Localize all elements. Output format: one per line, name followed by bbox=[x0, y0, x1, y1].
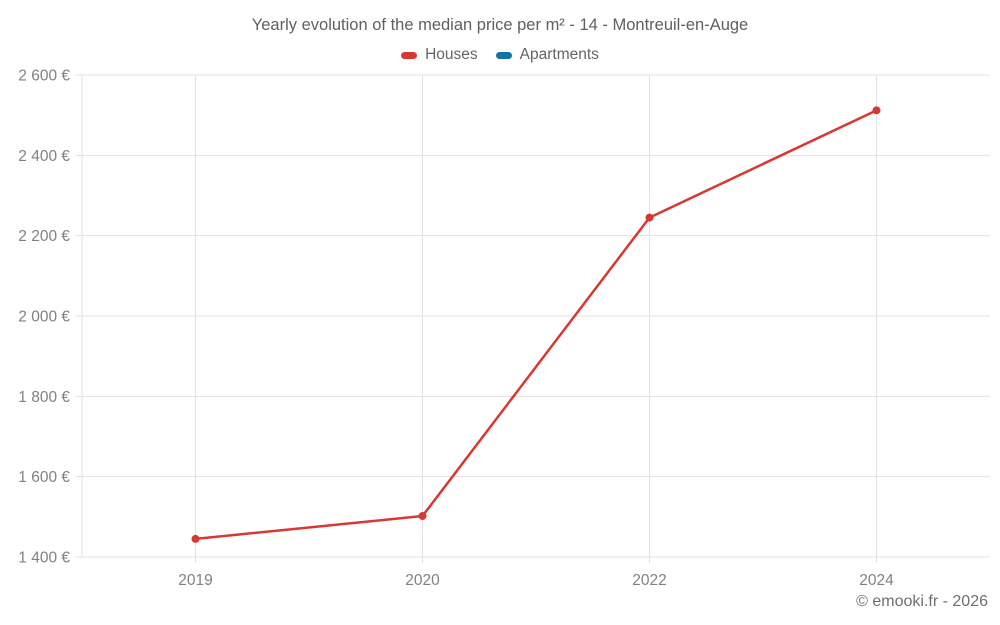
legend-item-houses[interactable]: Houses bbox=[401, 46, 478, 64]
apartments-legend-swatch-icon bbox=[495, 51, 512, 59]
x-tick-label: 2024 bbox=[859, 572, 894, 589]
x-tick-label: 2022 bbox=[632, 572, 666, 589]
chart-title: Yearly evolution of the median price per… bbox=[251, 16, 749, 34]
y-tick-label: 2 000 € bbox=[18, 309, 70, 326]
legend-label-apartments: Apartments bbox=[519, 46, 599, 63]
legend: Houses Apartments bbox=[0, 46, 1000, 64]
x-tick-label: 2019 bbox=[178, 572, 212, 589]
y-tick-label: 1 400 € bbox=[18, 550, 70, 567]
copyright-text: © emooki.fr - 2026 bbox=[856, 593, 988, 610]
houses-line bbox=[194, 109, 878, 541]
y-tick-label: 2 200 € bbox=[18, 228, 70, 245]
y-tick-label: 1 800 € bbox=[18, 389, 70, 406]
houses-data-point-2020[interactable] bbox=[418, 512, 427, 521]
y-tick-label: 2 400 € bbox=[18, 148, 70, 165]
y-tick-label: 1 600 € bbox=[18, 469, 70, 486]
houses-data-point-2024[interactable] bbox=[872, 106, 881, 115]
houses-legend-swatch-icon bbox=[401, 51, 418, 59]
legend-label-houses: Houses bbox=[425, 46, 478, 63]
houses-data-point-2019[interactable] bbox=[191, 534, 200, 543]
houses-data-point-2022[interactable] bbox=[645, 213, 654, 222]
legend-item-apartments[interactable]: Apartments bbox=[495, 46, 599, 64]
y-tick-label: 2 600 € bbox=[18, 68, 70, 85]
x-tick-label: 2020 bbox=[405, 572, 440, 589]
